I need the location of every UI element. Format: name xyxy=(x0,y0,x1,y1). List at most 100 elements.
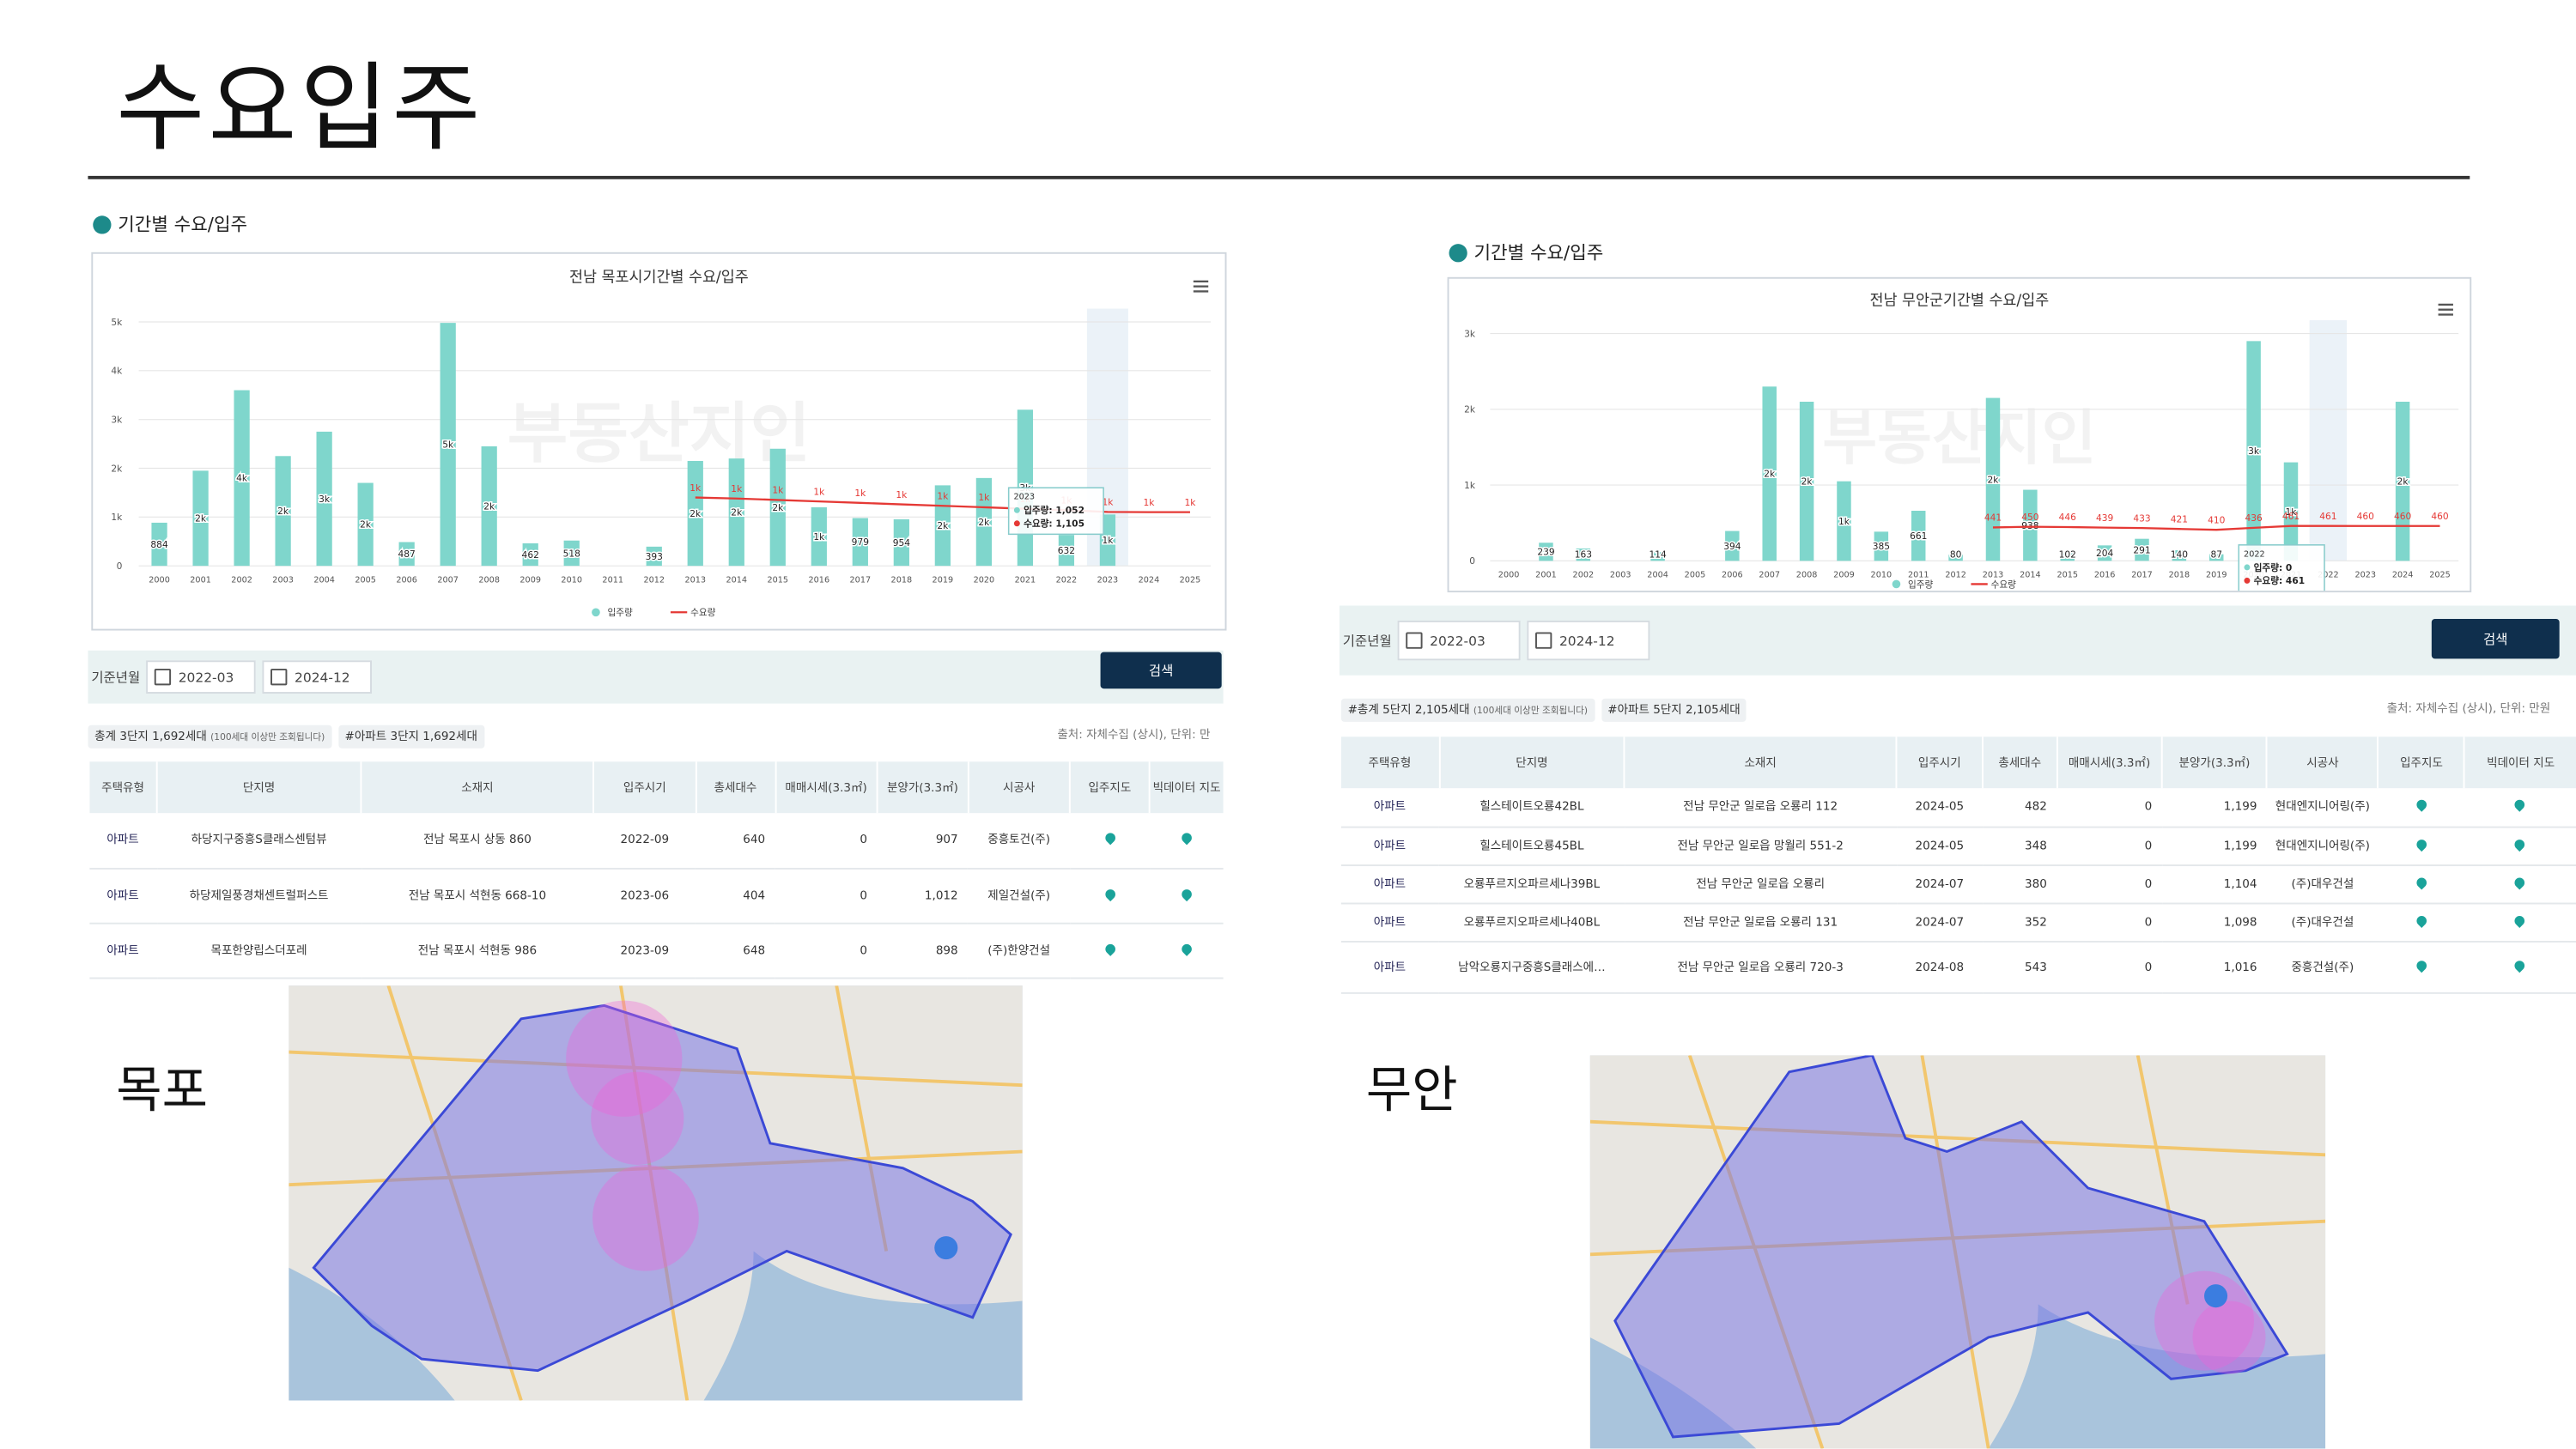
map-pin[interactable] xyxy=(2414,836,2429,852)
table-cell: 348 xyxy=(1983,826,2057,866)
bar-label: 884 xyxy=(150,539,168,550)
tooltip-title: 2022 xyxy=(2244,549,2265,559)
search-label: 기준년월 xyxy=(91,669,141,685)
bar xyxy=(728,458,744,567)
slide-title: 수요입주 xyxy=(116,51,484,165)
bar-label: 632 xyxy=(1058,545,1075,556)
line-label: 410 xyxy=(2208,514,2226,525)
x-tick-label: 2014 xyxy=(726,575,747,585)
map-pin[interactable] xyxy=(2414,912,2429,928)
map-pin[interactable] xyxy=(1103,831,1117,846)
map-graphic xyxy=(289,985,1023,1401)
map-pin[interactable] xyxy=(2512,957,2528,973)
header-cell: 빅데이터 지도 xyxy=(2464,737,2576,789)
line xyxy=(1992,524,2440,531)
bar xyxy=(1799,401,1814,561)
line-label: 436 xyxy=(2245,512,2263,524)
bar-label: 2k xyxy=(277,506,289,517)
table-cell: 오룡푸르지오파르세나39BL xyxy=(1438,864,1625,904)
map-pin[interactable] xyxy=(1179,886,1194,901)
table-cell: 0 xyxy=(2057,826,2162,866)
line-label: 461 xyxy=(2282,511,2300,522)
header-cell: 시공사 xyxy=(2266,737,2379,789)
table-cell: 힐스테이트오룡45BL xyxy=(1438,826,1625,866)
line-label: 1k xyxy=(978,492,990,503)
date-from[interactable]: 2022-03 xyxy=(146,660,257,694)
search-bar: 기준년월 2022-03 2024-12 검색 xyxy=(88,650,1224,704)
tooltip-line: 입주량: 1,052 xyxy=(1024,505,1084,516)
map[interactable] xyxy=(289,985,1023,1401)
header-cell: 시공사 xyxy=(967,761,1071,814)
bar xyxy=(975,477,992,567)
x-tick-label: 2017 xyxy=(850,575,872,585)
watermark: 부동산지인 xyxy=(1822,404,2096,473)
header-cell: 매매시세(3.3㎡) xyxy=(774,761,878,814)
table-cell: 2023-09 xyxy=(593,922,696,979)
line xyxy=(695,496,1190,513)
table-cell: 전남 무안군 일로읍 오룡리 720-3 xyxy=(1624,941,1897,993)
map-pin[interactable] xyxy=(1103,941,1117,955)
table-cell: 아파트 xyxy=(1340,864,1439,904)
table-cell: (주)대우건설 xyxy=(2267,864,2379,904)
tooltip-line: 수요량: 1,105 xyxy=(1024,518,1084,530)
search-label: 기준년월 xyxy=(1342,633,1392,648)
map-pin[interactable] xyxy=(2512,875,2528,889)
header-cell: 분양가(3.3㎡) xyxy=(2160,737,2268,789)
bar xyxy=(687,460,703,567)
header-cell: 입주지도 xyxy=(2377,737,2465,789)
y-tick-label: 2k xyxy=(111,463,123,474)
map-pin-cell xyxy=(1149,922,1224,979)
line-label: 433 xyxy=(2133,512,2150,524)
map-pin[interactable] xyxy=(1103,886,1117,901)
table: 주택유형 단지명 소재지 입주시기 총세대수 매매시세(3.3㎡) 분양가(3.3㎡) 시공사… xyxy=(88,761,1224,979)
table-row: 아파트 하당지구중흥S클래스센텀뷰 전남 목포시 상동 860 2022-09 640 0… xyxy=(88,813,1224,869)
line-label: 1k xyxy=(1184,497,1196,508)
table-cell: 현대엔지니어링(주) xyxy=(2267,826,2379,866)
bar xyxy=(151,522,167,567)
bar xyxy=(1058,535,1075,567)
line-label: 421 xyxy=(2171,513,2188,524)
x-tick-label: 2010 xyxy=(561,575,582,585)
bar-label: 487 xyxy=(398,549,416,560)
header-cell: 입주시기 xyxy=(1895,737,1984,789)
date-to[interactable]: 2024-12 xyxy=(1528,620,1651,661)
map-pin[interactable] xyxy=(2414,797,2429,813)
map-pin[interactable] xyxy=(2414,957,2429,973)
bar-label: 204 xyxy=(2096,548,2114,559)
table-cell: 아파트 xyxy=(1340,826,1439,866)
map-pin[interactable] xyxy=(1179,941,1194,955)
bar xyxy=(1837,481,1851,561)
line-label: 461 xyxy=(2319,511,2336,522)
table-cell: 2024-08 xyxy=(1896,941,1984,993)
date-to[interactable]: 2024-12 xyxy=(263,660,373,694)
date-from[interactable]: 2022-03 xyxy=(1398,620,1522,661)
menu-icon xyxy=(2438,308,2453,311)
search-button[interactable]: 검색 xyxy=(1100,652,1222,689)
bar-label: 393 xyxy=(646,551,663,562)
map-pin[interactable] xyxy=(2414,875,2429,889)
map-pin[interactable] xyxy=(2512,836,2528,852)
line-label: 439 xyxy=(2096,512,2114,524)
bar-label: 2k xyxy=(978,517,990,528)
table-cell: 2024-07 xyxy=(1896,864,1984,904)
table-cell: 2024-05 xyxy=(1896,826,1984,866)
menu-icon xyxy=(2438,303,2453,306)
section-title: 기간별 수요/입주 xyxy=(1473,242,1604,264)
bar xyxy=(2395,401,2410,561)
search-button[interactable]: 검색 xyxy=(2431,619,2560,659)
bar-label: 3k xyxy=(2248,446,2260,457)
map-pin[interactable] xyxy=(1179,831,1194,846)
icon xyxy=(1449,243,1467,262)
bar-label: 385 xyxy=(1873,541,1890,552)
line-label: 1k xyxy=(1102,497,1114,508)
map[interactable] xyxy=(1589,1055,2326,1449)
bar xyxy=(522,543,538,567)
table-cell: 힐스테이트오룡42BL xyxy=(1438,788,1625,828)
table-cell: 하당지구중흥S클래스센텀뷰 xyxy=(156,813,361,869)
map-pin[interactable] xyxy=(2512,797,2528,813)
bar xyxy=(646,546,662,567)
x-tick-label: 2022 xyxy=(1056,575,1078,585)
map-pin[interactable] xyxy=(2512,912,2528,928)
x-tick-label: 2012 xyxy=(1945,571,1966,580)
